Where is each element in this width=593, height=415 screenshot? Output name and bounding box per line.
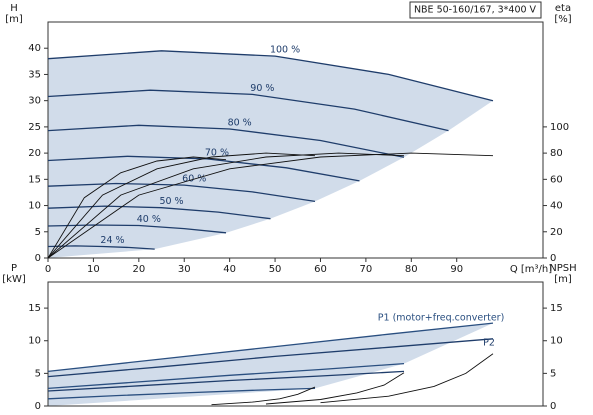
x-tick-label: 20 — [132, 264, 145, 275]
curve-label: P1 (motor+freq.converter) — [378, 313, 505, 324]
y-tick-label: 25 — [28, 122, 41, 133]
curve — [47, 245, 155, 250]
plot-frame — [47, 281, 544, 407]
y-tick-label: 35 — [28, 69, 41, 80]
secondary-curve — [47, 156, 227, 259]
y-tick-label: 5 — [35, 368, 41, 379]
curve — [47, 89, 449, 132]
x-axis-label: Q [m³/h] — [510, 264, 552, 275]
curve-label: 24 % — [100, 235, 124, 246]
y2-tick-label: 40 — [550, 201, 563, 212]
curve-label: 80 % — [228, 117, 252, 128]
x-tick-label: 50 — [269, 264, 282, 275]
y2-tick-label: 80 — [550, 148, 563, 159]
operating-area — [48, 50, 494, 258]
y2-tick-label: 20 — [550, 227, 563, 238]
curve-label: 40 % — [137, 214, 161, 225]
y2-tick-label: 5 — [550, 368, 556, 379]
curve — [47, 50, 494, 102]
y2-axis-label: eta — [555, 3, 571, 14]
curve-label: 50 % — [159, 196, 183, 207]
curve — [47, 370, 405, 392]
y2-tick-label: 0 — [550, 253, 556, 264]
y2-tick-label: 0 — [550, 401, 556, 412]
x-tick-label: 70 — [360, 264, 373, 275]
secondary-curve — [320, 353, 494, 404]
y-tick-label: 10 — [28, 336, 41, 347]
y-tick-label: 0 — [35, 401, 41, 412]
curve — [47, 182, 316, 203]
y-tick-label: 10 — [28, 201, 41, 212]
secondary-curve — [211, 386, 316, 406]
y-axis-label: P — [11, 263, 17, 274]
y-tick-label: 15 — [28, 174, 41, 185]
curve — [47, 322, 494, 373]
secondary-curve — [47, 152, 405, 259]
x-tick-label: 90 — [450, 264, 463, 275]
curve-label: 90 % — [250, 83, 274, 94]
curve — [47, 338, 494, 378]
secondary-curve — [47, 152, 316, 259]
curve-label: P2 — [483, 337, 495, 348]
x-tick-label: 80 — [405, 264, 418, 275]
curve-label: 100 % — [270, 45, 300, 56]
x-tick-label: 40 — [223, 264, 236, 275]
y2-axis-label: NPSH — [549, 263, 576, 274]
curve — [47, 387, 316, 400]
y-tick-label: 20 — [28, 148, 41, 159]
curve — [47, 224, 227, 234]
y-tick-label: 15 — [28, 303, 41, 314]
y2-tick-label: 100 — [550, 122, 569, 133]
y-axis-label: H — [10, 3, 18, 14]
y-tick-label: 30 — [28, 96, 41, 107]
y2-axis-unit: [m] — [554, 274, 572, 285]
x-tick-label: 0 — [45, 264, 51, 275]
plot-frame — [47, 21, 544, 259]
y2-axis-unit: [%] — [554, 14, 571, 25]
curve — [47, 205, 271, 220]
curve-label: 70 % — [205, 147, 229, 158]
curve — [47, 124, 405, 158]
y-axis-unit: [kW] — [2, 274, 26, 285]
y-tick-label: 5 — [35, 227, 41, 238]
y-tick-label: 0 — [35, 253, 41, 264]
chart-title: NBE 50-160/167, 3*400 V — [414, 5, 537, 16]
x-tick-label: 60 — [314, 264, 327, 275]
y2-tick-label: 15 — [550, 303, 563, 314]
secondary-curve — [265, 372, 405, 405]
operating-area — [48, 323, 494, 406]
curve — [47, 155, 360, 182]
secondary-curve — [47, 152, 494, 259]
y2-tick-label: 10 — [550, 336, 563, 347]
y-tick-label: 40 — [28, 43, 41, 54]
y-axis-unit: [m] — [5, 14, 23, 25]
x-tick-label: 10 — [87, 264, 100, 275]
y2-tick-label: 60 — [550, 174, 563, 185]
title-box — [409, 1, 542, 19]
curve — [47, 362, 405, 390]
x-tick-label: 30 — [178, 264, 191, 275]
